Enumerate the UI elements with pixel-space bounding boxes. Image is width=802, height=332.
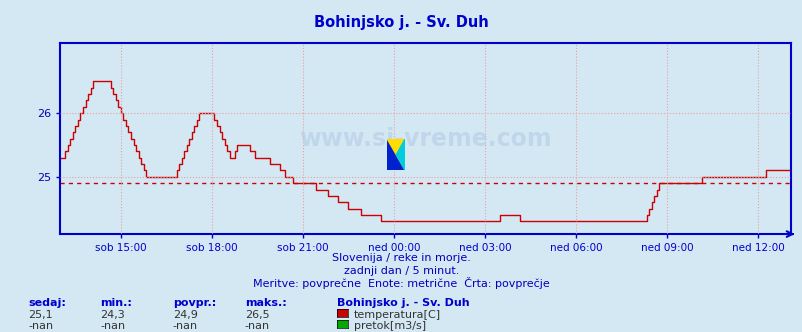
Text: -nan: -nan [100,321,125,331]
Text: zadnji dan / 5 minut.: zadnji dan / 5 minut. [343,266,459,276]
Text: 26,5: 26,5 [245,310,269,320]
Text: 24,9: 24,9 [172,310,197,320]
Polygon shape [387,139,405,170]
Polygon shape [387,139,405,170]
Text: Meritve: povprečne  Enote: metrične  Črta: povprečje: Meritve: povprečne Enote: metrične Črta:… [253,277,549,289]
Polygon shape [396,139,405,170]
Text: 24,3: 24,3 [100,310,125,320]
Text: temperatura[C]: temperatura[C] [354,310,440,320]
Text: maks.:: maks.: [245,298,286,308]
Text: Bohinjsko j. - Sv. Duh: Bohinjsko j. - Sv. Duh [337,298,469,308]
Text: www.si-vreme.com: www.si-vreme.com [299,126,551,151]
Text: 25,1: 25,1 [28,310,53,320]
Text: -nan: -nan [245,321,269,331]
Text: Bohinjsko j. - Sv. Duh: Bohinjsko j. - Sv. Duh [314,15,488,30]
Text: sedaj:: sedaj: [28,298,66,308]
Text: -nan: -nan [28,321,53,331]
Text: Slovenija / reke in morje.: Slovenija / reke in morje. [332,253,470,263]
Text: pretok[m3/s]: pretok[m3/s] [354,321,426,331]
Text: povpr.:: povpr.: [172,298,216,308]
Text: -nan: -nan [172,321,197,331]
Text: min.:: min.: [100,298,132,308]
